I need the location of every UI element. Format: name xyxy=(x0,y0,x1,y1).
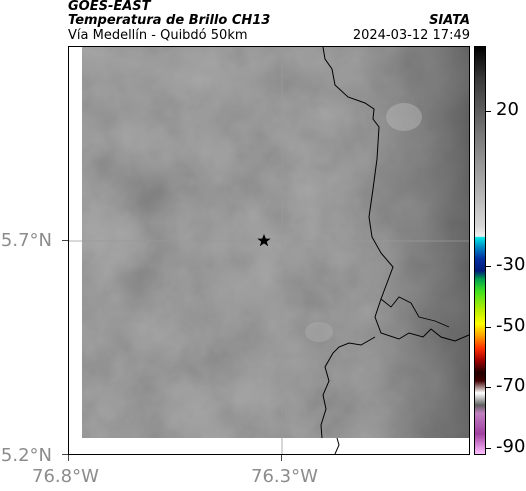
bright-cloud-patch xyxy=(386,103,422,131)
lon-tick xyxy=(68,455,69,461)
lon-tick xyxy=(281,455,282,461)
product-title: Temperatura de Brillo CH13 xyxy=(68,13,271,28)
colorbar-tick xyxy=(486,111,491,112)
temperature-colorbar xyxy=(474,46,486,455)
colorbar-label: -90 xyxy=(496,436,526,457)
colorbar-label: -30 xyxy=(496,254,526,275)
colorbar-tick xyxy=(486,387,491,388)
star-icon xyxy=(257,234,271,247)
longitude-label: 76.8°W xyxy=(32,466,99,487)
data-source-title: GOES-EAST xyxy=(68,0,151,14)
colorbar-label: -50 xyxy=(496,315,526,336)
colorbar-label: -70 xyxy=(496,375,526,396)
longitude-label: 76.3°W xyxy=(251,466,318,487)
map-canvas xyxy=(69,47,469,454)
colorbar-tick xyxy=(486,448,491,449)
region-label: Vía Medellín - Quibdó 50km xyxy=(68,28,248,43)
colorbar-label: 20 xyxy=(496,99,519,120)
organization-label: SIATA xyxy=(429,13,470,28)
timestamp-label: 2024-03-12 17:49 xyxy=(352,28,470,43)
river-boundary xyxy=(380,296,450,328)
municipal-boundary xyxy=(320,336,376,439)
lat-tick xyxy=(62,454,68,455)
lat-tick xyxy=(62,240,68,241)
latitude-label: 5.2°N xyxy=(0,445,52,466)
colorbar-tick xyxy=(486,327,491,328)
latitude-label: 5.7°N xyxy=(0,230,52,251)
bright-cloud-patch xyxy=(305,322,333,342)
colorbar-tick xyxy=(486,266,491,267)
boundary-stub xyxy=(334,437,340,454)
satellite-map xyxy=(68,46,470,455)
department-boundary xyxy=(322,47,469,342)
eastern-cloud-band xyxy=(329,47,469,438)
